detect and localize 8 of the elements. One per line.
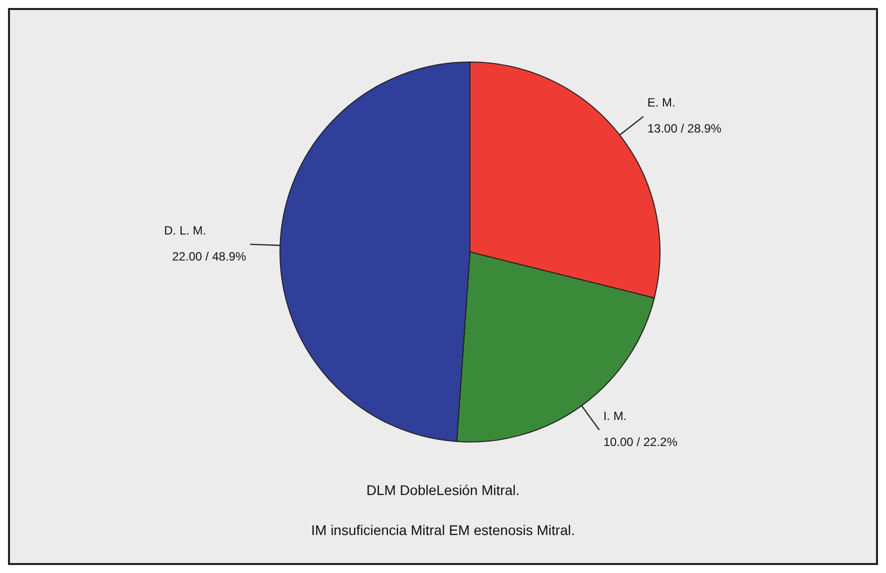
- slice-label: I. M.: [603, 408, 627, 423]
- slice-label: E. M.: [647, 96, 676, 110]
- data-label: 13.00 / 28.9%: [647, 122, 722, 136]
- slice-label: D. L. M.: [164, 223, 206, 238]
- data-label: 22.00 / 48.9%: [172, 249, 246, 264]
- text: DLM DobleLesión Mitral.: [365, 481, 521, 500]
- data-label: 10.00 / 22.2%: [603, 434, 678, 449]
- text: IM insuficiencia Mitral EM estenosis Mitral.: [310, 521, 576, 540]
